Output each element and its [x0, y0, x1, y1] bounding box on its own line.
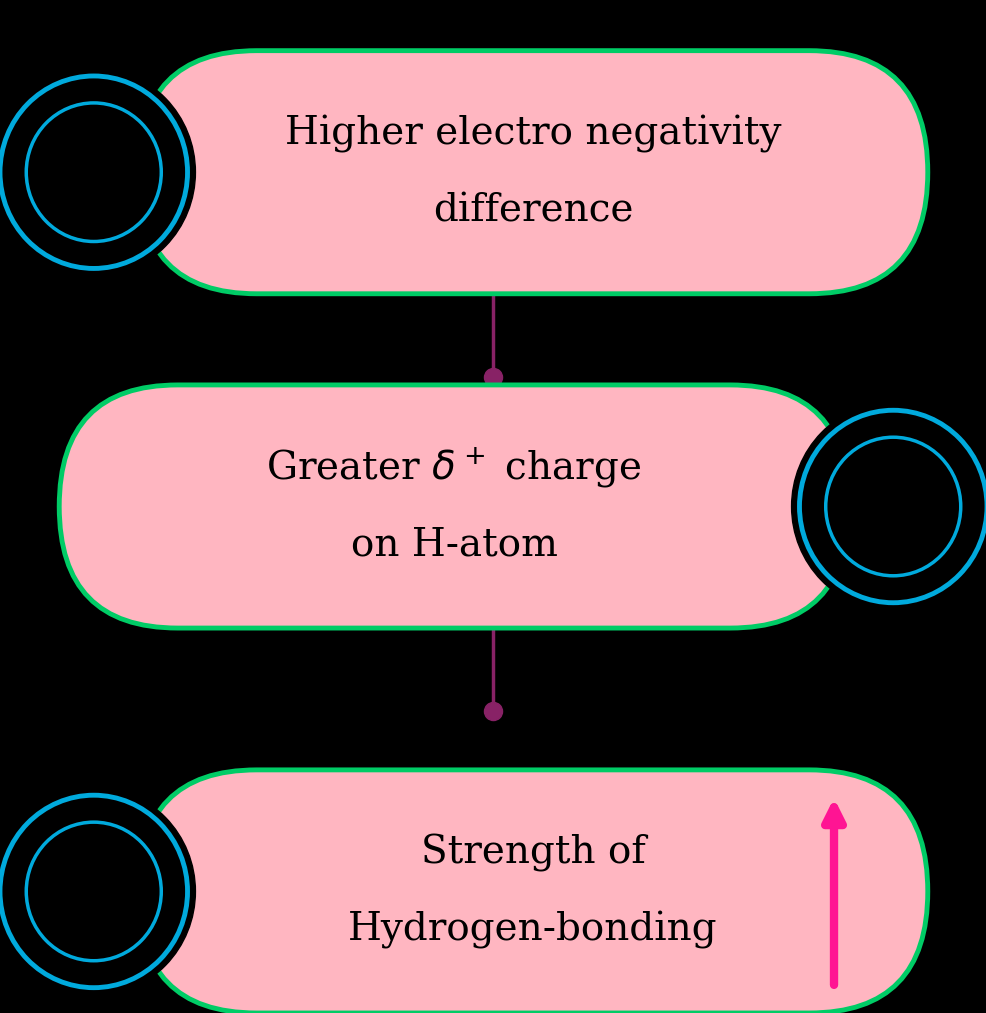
Text: Greater $\delta^+$ charge: Greater $\delta^+$ charge	[266, 446, 641, 490]
Circle shape	[0, 787, 195, 996]
Circle shape	[27, 103, 161, 241]
FancyBboxPatch shape	[138, 51, 927, 294]
FancyBboxPatch shape	[138, 770, 927, 1013]
Text: on H-atom: on H-atom	[350, 527, 557, 563]
Circle shape	[0, 68, 195, 277]
Text: Strength of: Strength of	[420, 834, 645, 872]
Circle shape	[825, 438, 959, 575]
Text: difference: difference	[432, 192, 633, 229]
FancyBboxPatch shape	[59, 385, 848, 628]
Circle shape	[27, 823, 161, 960]
Text: Hydrogen-bonding: Hydrogen-bonding	[348, 911, 717, 949]
Text: Higher electro negativity: Higher electro negativity	[284, 114, 781, 153]
Circle shape	[791, 402, 986, 611]
